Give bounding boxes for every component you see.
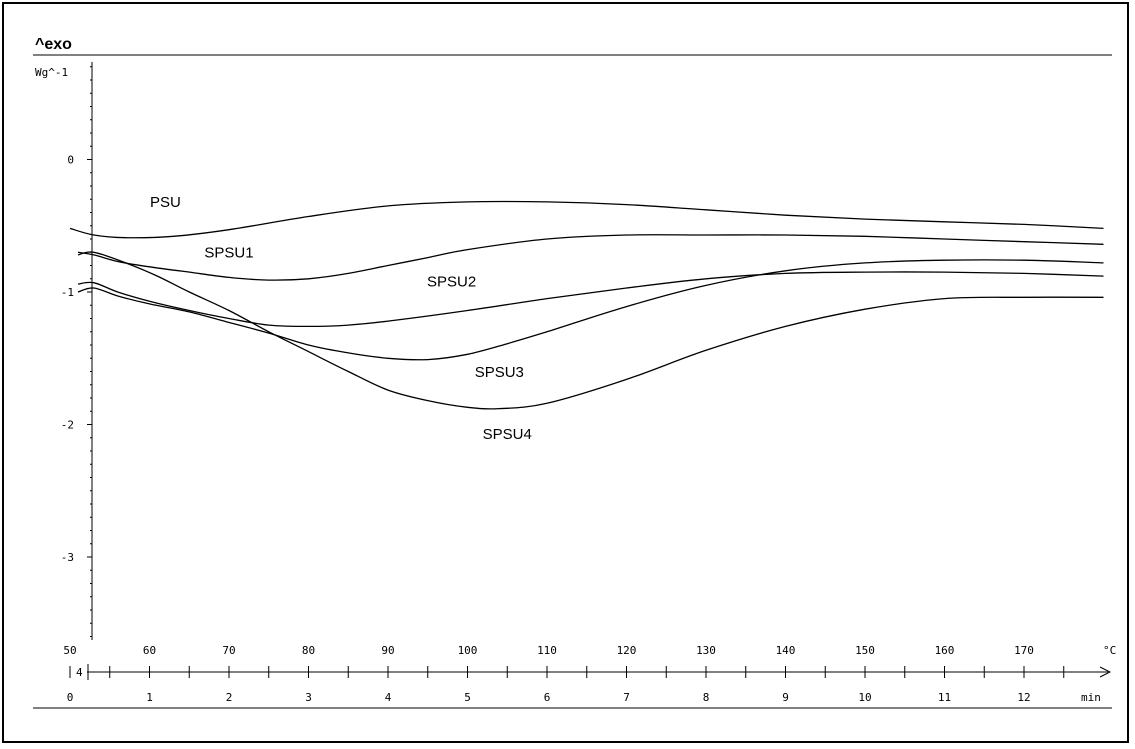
x-tick-label: 120 (617, 644, 637, 657)
y-unit-label: Wg^-1 (35, 66, 68, 79)
time-tick-label: 8 (703, 691, 710, 704)
x-tick-label: 90 (381, 644, 394, 657)
series-line-spsu1 (77, 234, 1104, 281)
time-unit-label: min (1081, 691, 1101, 704)
series-label-psu: PSU (150, 194, 181, 211)
time-tick-label: 9 (782, 691, 789, 704)
time-tick-label: 5 (464, 691, 471, 704)
corner-label: ^exo (35, 36, 72, 53)
time-tick-label: 0 (67, 691, 74, 704)
x-tick-label: 110 (537, 644, 557, 657)
x-tick-label: 140 (776, 644, 796, 657)
time-tick-label: 1 (146, 691, 153, 704)
time-tick-label: 4 (385, 691, 392, 704)
y-tick-label: -2 (61, 419, 74, 432)
x-tick-label: 150 (855, 644, 875, 657)
x-tick-label: 100 (458, 644, 478, 657)
x-tick-label: 60 (143, 644, 156, 657)
series-line-spsu2 (77, 271, 1104, 328)
time-tick-label: 11 (938, 691, 951, 704)
series-line-psu (69, 200, 1104, 239)
y-tick-label: -3 (61, 551, 74, 564)
time-tick-label: 3 (305, 691, 312, 704)
x-tick-label: 50 (63, 644, 76, 657)
time-tick-label: 12 (1017, 691, 1030, 704)
series-label-spsu1: SPSU1 (204, 245, 253, 262)
time-tick-label: 2 (226, 691, 233, 704)
x-unit-label: °C (1103, 644, 1116, 657)
x-tick-label: 70 (222, 644, 235, 657)
time-tick-label: 7 (623, 691, 630, 704)
series-line-spsu3 (77, 259, 1104, 361)
x-tick-label: 130 (696, 644, 716, 657)
x-tick-label: 80 (302, 644, 315, 657)
time-tick-label: 6 (544, 691, 551, 704)
series-line-spsu4 (77, 251, 1104, 410)
series-label-spsu3: SPSU3 (475, 364, 524, 381)
y-tick-label: -1 (61, 286, 74, 299)
x-axis-arrow-icon (1099, 666, 1112, 678)
time-tick-label: 10 (858, 691, 871, 704)
axis-origin-label: 4 (76, 666, 83, 679)
series-label-spsu2: SPSU2 (427, 274, 476, 291)
x-tick-label: 170 (1014, 644, 1034, 657)
series-label-spsu4: SPSU4 (483, 426, 532, 443)
x-tick-label: 160 (935, 644, 955, 657)
y-tick-label: 0 (67, 154, 74, 167)
